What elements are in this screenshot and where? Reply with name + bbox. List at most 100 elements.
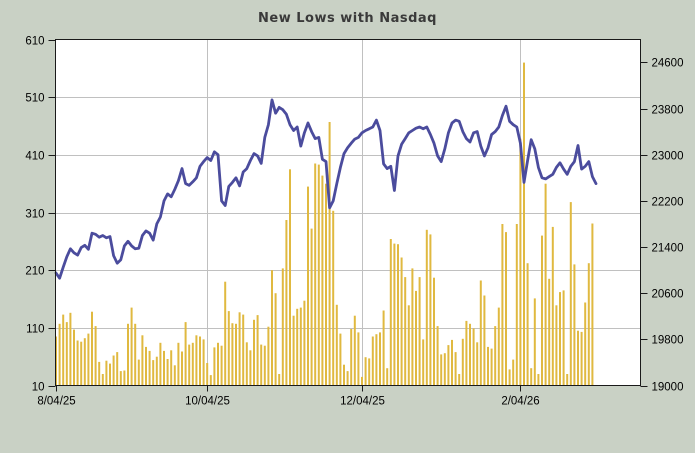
bar bbox=[436, 326, 439, 386]
bar bbox=[281, 268, 284, 386]
left-axis-label: 510 bbox=[25, 93, 44, 105]
bar bbox=[249, 350, 252, 386]
bar bbox=[314, 163, 317, 386]
bar bbox=[393, 243, 396, 386]
bar bbox=[566, 374, 569, 386]
bar bbox=[87, 333, 90, 386]
bar bbox=[199, 336, 201, 386]
bar bbox=[548, 278, 551, 386]
bar bbox=[231, 323, 234, 386]
bar bbox=[242, 314, 245, 386]
axis-labels: 610 510 410 310 210 110 10 24600 23800 23000 22200… bbox=[25, 36, 683, 408]
bar bbox=[544, 183, 547, 386]
x-axis-label: 12/04/25 bbox=[340, 396, 385, 408]
bar bbox=[130, 307, 133, 386]
bar bbox=[141, 335, 144, 386]
bar bbox=[364, 357, 367, 386]
right-axis-label: 23800 bbox=[652, 105, 684, 117]
bar bbox=[62, 314, 65, 386]
bar bbox=[357, 332, 360, 386]
bar bbox=[91, 311, 93, 386]
bar bbox=[332, 210, 335, 386]
bar bbox=[209, 375, 212, 386]
bar bbox=[584, 302, 587, 386]
right-axis-label: 20600 bbox=[652, 289, 684, 301]
right-axis-label: 19000 bbox=[652, 382, 684, 394]
bar bbox=[134, 323, 137, 386]
bar bbox=[573, 264, 576, 386]
left-axis-label: 10 bbox=[32, 382, 45, 394]
bar bbox=[559, 292, 561, 386]
bar bbox=[580, 331, 583, 386]
bar bbox=[379, 332, 381, 386]
right-axis-label: 19800 bbox=[652, 335, 684, 347]
bar bbox=[105, 360, 108, 386]
bar bbox=[537, 374, 540, 386]
bar bbox=[440, 354, 443, 386]
bar bbox=[123, 370, 126, 386]
bar bbox=[476, 342, 479, 386]
bar bbox=[418, 277, 421, 386]
right-axis-label: 23000 bbox=[652, 151, 684, 163]
bar bbox=[335, 304, 338, 386]
bar bbox=[101, 374, 104, 386]
bar bbox=[245, 342, 248, 386]
bar bbox=[109, 363, 111, 386]
bar bbox=[127, 323, 129, 386]
bar bbox=[569, 202, 572, 386]
bar bbox=[411, 268, 414, 386]
bar bbox=[465, 320, 468, 386]
bar bbox=[551, 226, 554, 386]
bar bbox=[328, 122, 331, 386]
bar bbox=[217, 342, 219, 386]
bar bbox=[433, 277, 435, 386]
bar bbox=[213, 347, 216, 386]
bar bbox=[429, 234, 432, 386]
bar bbox=[296, 308, 299, 386]
bar bbox=[512, 359, 515, 386]
bar bbox=[577, 330, 579, 386]
bar bbox=[361, 376, 363, 386]
bar bbox=[263, 345, 266, 386]
bar bbox=[299, 307, 302, 386]
bar bbox=[224, 281, 227, 386]
bar bbox=[591, 223, 594, 386]
bar bbox=[73, 329, 75, 386]
bar bbox=[555, 305, 558, 386]
bar bbox=[530, 368, 533, 386]
bar bbox=[389, 239, 392, 386]
bar bbox=[321, 175, 324, 386]
bar bbox=[145, 346, 147, 386]
bar bbox=[487, 346, 489, 386]
bar bbox=[490, 348, 493, 386]
bar bbox=[508, 369, 511, 386]
bar bbox=[159, 342, 162, 386]
bar bbox=[350, 329, 353, 386]
bar bbox=[447, 345, 450, 386]
bar bbox=[238, 312, 241, 386]
bar bbox=[371, 336, 374, 386]
bar bbox=[292, 315, 295, 386]
bar bbox=[58, 323, 61, 386]
bar bbox=[184, 322, 187, 386]
left-axis-label: 410 bbox=[25, 151, 44, 163]
bar bbox=[325, 183, 327, 386]
bar bbox=[454, 352, 457, 386]
bar bbox=[94, 326, 97, 386]
bar bbox=[206, 363, 209, 386]
bar bbox=[472, 328, 475, 386]
bar bbox=[289, 169, 291, 386]
bar bbox=[256, 315, 259, 386]
chart-title: New Lows with Nasdaq bbox=[258, 11, 437, 26]
bar bbox=[519, 138, 522, 386]
bar bbox=[227, 311, 230, 386]
bar bbox=[163, 350, 165, 386]
bar bbox=[375, 334, 378, 386]
nasdaq-line bbox=[54, 98, 598, 280]
bar bbox=[267, 326, 270, 386]
left-axis-label: 110 bbox=[26, 324, 44, 336]
bar bbox=[469, 323, 471, 386]
bar bbox=[587, 263, 590, 386]
bar bbox=[317, 164, 320, 386]
